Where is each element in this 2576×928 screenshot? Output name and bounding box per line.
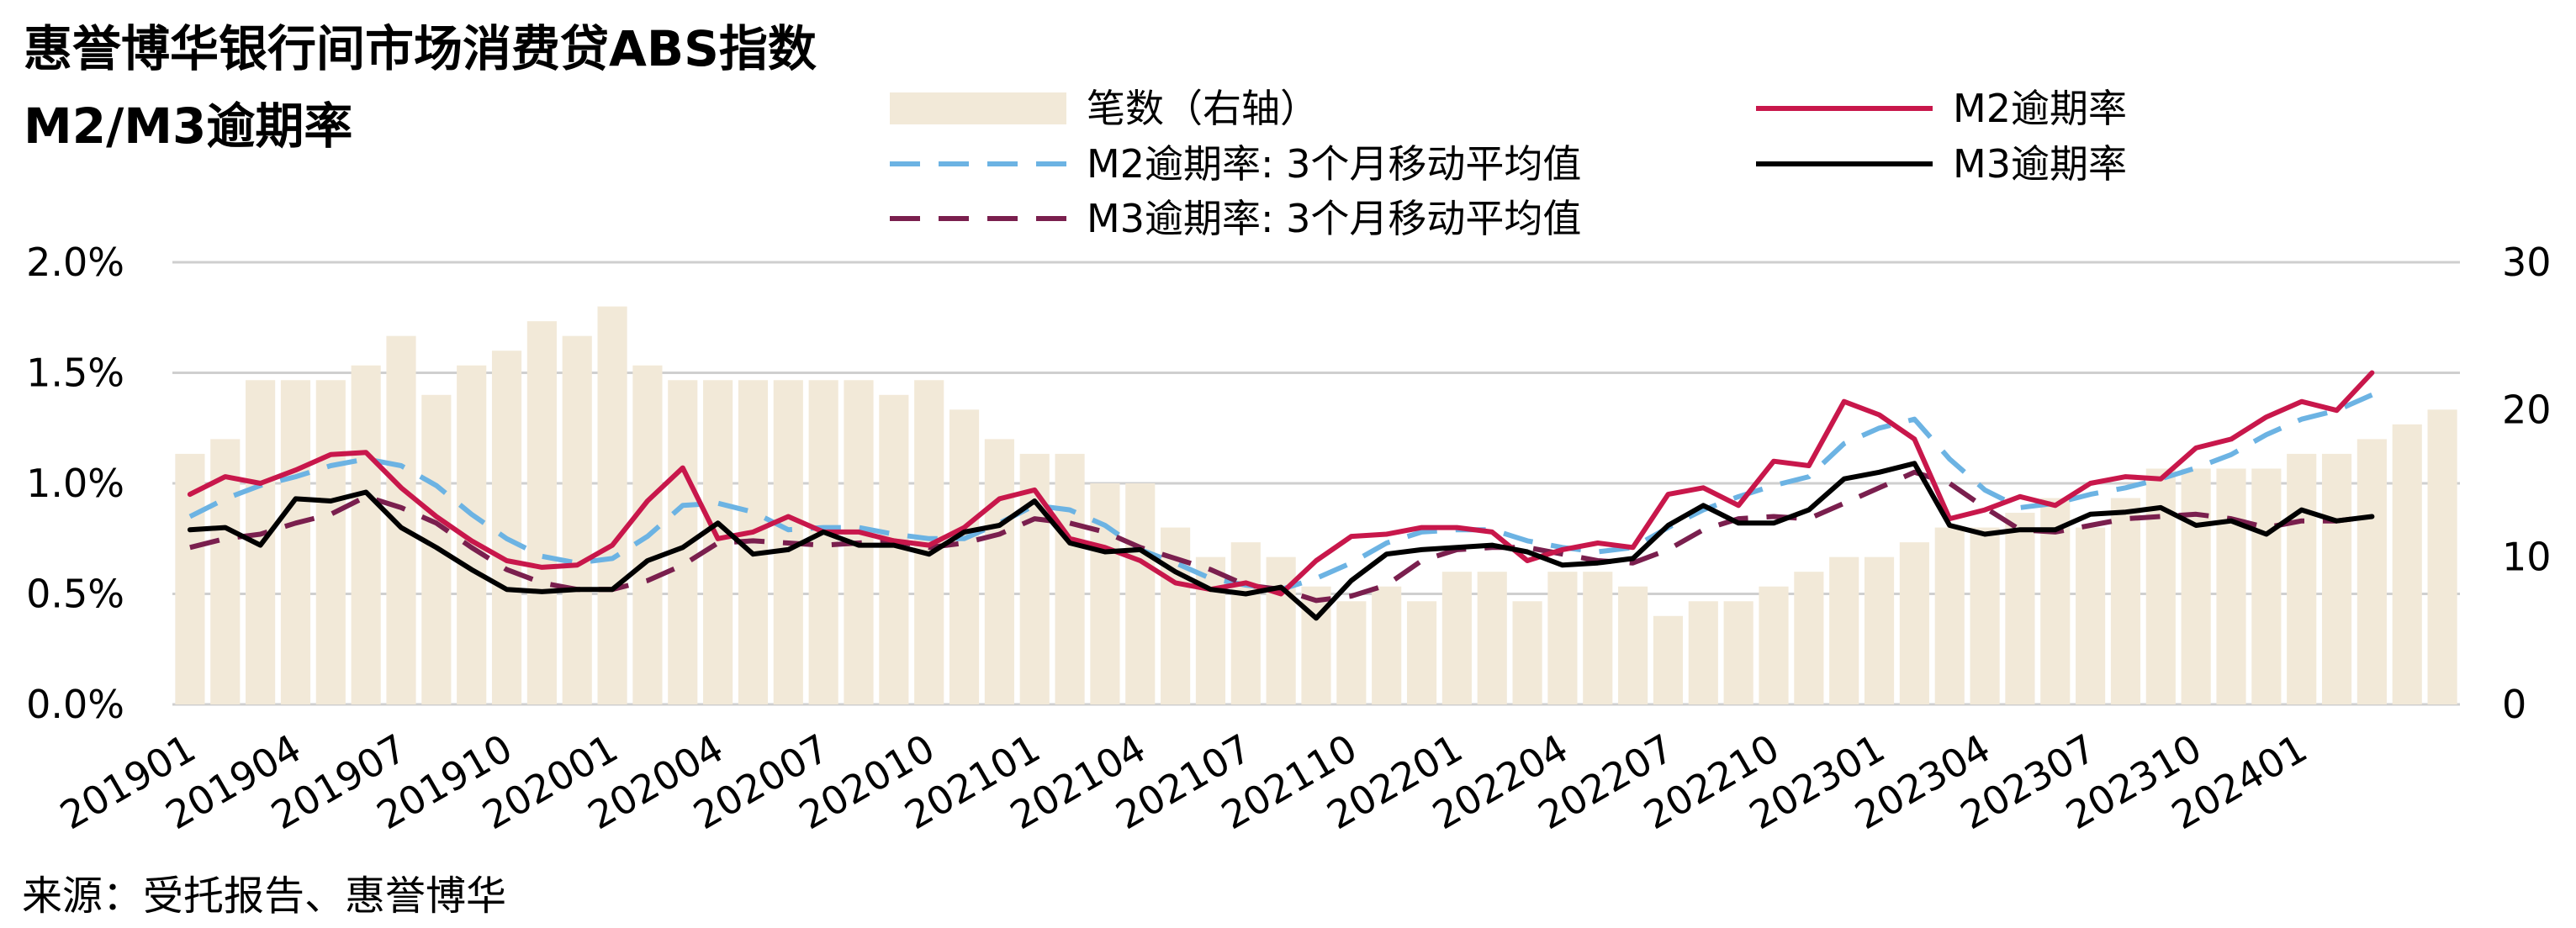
bar: [1899, 542, 1929, 704]
legend-label-m3: M3逾期率: [1953, 141, 2127, 187]
bar: [703, 380, 733, 704]
y-right-tick-label: 10: [2502, 535, 2552, 580]
legend-label-m3_ma: M3逾期率: 3个月移动平均值: [1087, 196, 1581, 241]
bar: [1372, 586, 1402, 704]
y-left-tick-label: 1.0%: [26, 461, 124, 506]
bar: [280, 380, 311, 704]
bar: [2181, 468, 2211, 704]
bar: [2216, 468, 2246, 704]
bar: [1653, 615, 1684, 704]
bar: [2145, 468, 2176, 704]
legend-swatch-bars: [890, 92, 1066, 124]
bar: [2005, 513, 2035, 704]
bar: [984, 439, 1014, 704]
bar: [1794, 572, 1824, 704]
source-note: 来源：受托报告、惠誉博华: [22, 873, 507, 920]
bar: [1829, 556, 1859, 704]
bar: [2427, 409, 2457, 704]
bar: [1864, 556, 1895, 704]
bar: [1759, 586, 1789, 704]
y-right-tick-label: 30: [2502, 240, 2552, 285]
series-m3-line: [187, 461, 2375, 621]
bar: [1230, 542, 1261, 704]
bar: [1547, 572, 1578, 704]
bar: [1688, 601, 1718, 704]
y-axis-right-ticks: 0 10 20 30: [2502, 240, 2552, 727]
legend: 笔数（右轴） M2逾期率 M2逾期率: 3个月移动平均值 M3逾期率 M3逾期率: 3个…: [890, 86, 2127, 241]
bar: [526, 321, 557, 704]
bar: [562, 335, 592, 704]
bar: [1441, 572, 1472, 704]
bar: [2287, 453, 2317, 704]
chart-title: 惠誉博华银行间市场消费贷ABS指数: [24, 20, 817, 77]
y-axis-left-ticks: 0.0% 0.5% 1.0% 1.5% 2.0%: [26, 240, 124, 727]
line-series: [187, 370, 2375, 621]
bar: [1970, 527, 2000, 704]
y-left-tick-label: 0.0%: [26, 682, 124, 727]
y-right-tick-label: 0: [2502, 682, 2526, 727]
y-right-tick-label: 20: [2502, 387, 2552, 432]
bar: [491, 351, 522, 704]
bar: [2251, 468, 2282, 704]
legend-label-m2: M2逾期率: [1953, 86, 2127, 131]
bar: [1618, 586, 1648, 704]
bar: [1336, 601, 1367, 704]
bar: [1406, 601, 1437, 704]
bar: [351, 365, 381, 704]
bar: [1090, 483, 1120, 704]
legend-label-m2_ma: M2逾期率: 3个月移动平均值: [1087, 141, 1581, 187]
bar: [1266, 556, 1296, 704]
y-left-tick-label: 1.5%: [26, 351, 124, 396]
bar: [1125, 483, 1156, 704]
y-left-tick-label: 0.5%: [26, 572, 124, 617]
bar: [1512, 601, 1542, 704]
bar: [2321, 453, 2352, 704]
bar-series-count: [175, 306, 2457, 704]
bar: [315, 380, 346, 704]
bar: [2076, 527, 2106, 704]
bar: [2356, 439, 2387, 704]
bar: [2392, 424, 2422, 704]
bar: [1477, 572, 1507, 704]
y-left-tick-label: 2.0%: [26, 240, 124, 285]
bar: [1723, 601, 1753, 704]
x-axis-ticks: 2019012019042019072019102020012020042020…: [52, 725, 2314, 839]
bar: [949, 409, 980, 704]
bar: [1019, 453, 1050, 704]
chart-subtitle: M2/M3逾期率: [24, 98, 353, 155]
bar: [2110, 498, 2141, 704]
bar: [1195, 556, 1226, 704]
bar: [1934, 527, 1965, 704]
legend-label-bars: 笔数（右轴）: [1087, 86, 1319, 131]
series-m2-line: [187, 370, 2375, 597]
bar: [1583, 572, 1613, 704]
bar: [1055, 453, 1085, 704]
bar: [597, 306, 627, 704]
